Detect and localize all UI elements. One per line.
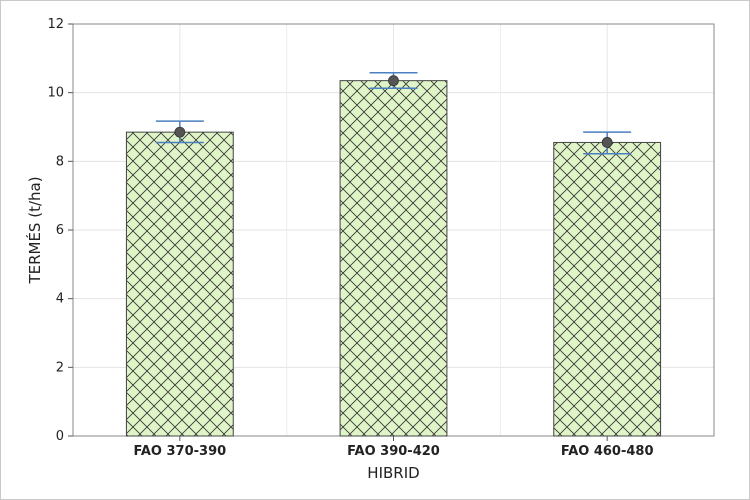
x-tick-label: FAO 390-420: [347, 444, 440, 459]
bar: [125, 131, 234, 437]
bar: [339, 80, 448, 437]
y-tick-label: 6: [56, 223, 64, 238]
mean-marker: [174, 126, 186, 138]
y-tick-label: 0: [56, 429, 64, 444]
x-tick-label: FAO 370-390: [133, 444, 226, 459]
error-bars: [155, 72, 632, 155]
bar: [553, 141, 662, 437]
y-tick-label: 8: [56, 154, 64, 169]
y-tick-label: 4: [56, 292, 64, 307]
mean-marker: [601, 137, 613, 148]
y-tick-label: 2: [56, 360, 64, 375]
x-tick-label: FAO 460-480: [561, 444, 654, 459]
y-tick-label: 10: [47, 86, 64, 101]
bars: [125, 80, 662, 437]
mean-marker: [388, 75, 399, 87]
x-axis-ticks: FAO 370-390 FAO 390-420 FAO 460-480: [133, 436, 654, 459]
x-axis-title: HIBRID: [367, 464, 419, 482]
y-tick-label: 12: [47, 17, 64, 32]
y-axis-title: TERMÉS (t/ha): [25, 176, 44, 284]
y-axis-ticks: 0 2 4 6 8 10 12: [47, 17, 73, 444]
